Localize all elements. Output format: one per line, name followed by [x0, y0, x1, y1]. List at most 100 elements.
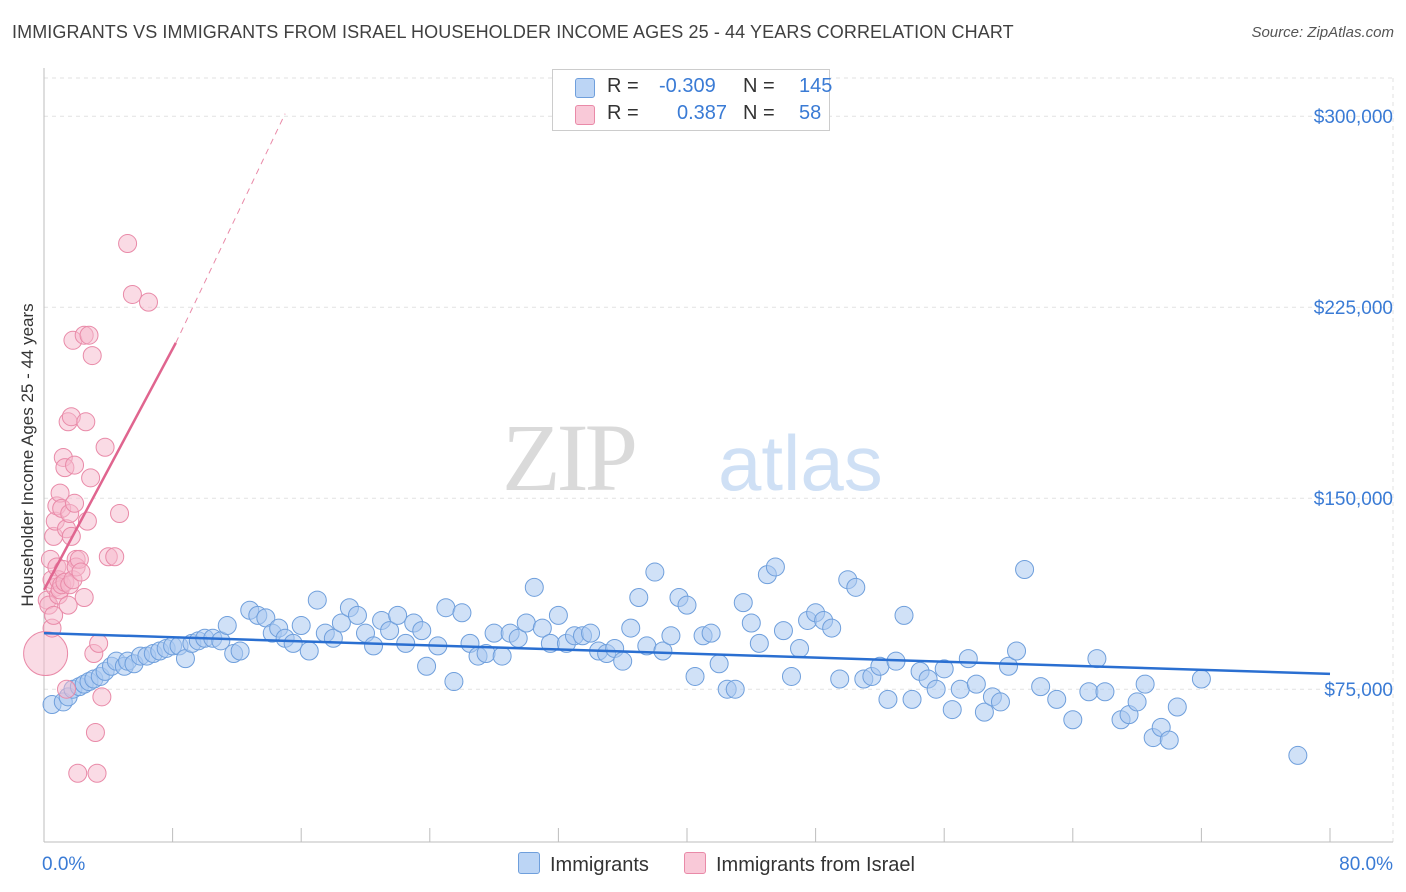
- immigrants-point: [733, 593, 753, 613]
- immigrants-point: [1007, 641, 1027, 661]
- immigrants-point: [532, 618, 552, 638]
- legend-n-label: N =: [743, 75, 775, 97]
- immigrants-point: [548, 605, 568, 625]
- legend-n-value: 145: [799, 75, 833, 97]
- immigrants-point: [581, 623, 601, 643]
- legend-swatch-blue: [575, 78, 595, 98]
- immigrants-point: [388, 605, 408, 625]
- immigrants-point: [781, 666, 801, 686]
- watermark-zip: ZIP: [502, 404, 635, 511]
- immigrants-point: [765, 557, 785, 577]
- immigrants-point: [902, 689, 922, 709]
- immigrants-point: [685, 666, 705, 686]
- immigrants-point: [230, 641, 250, 661]
- israel-point: [105, 547, 125, 567]
- legend-n-label: N =: [743, 102, 775, 124]
- immigrants-point: [364, 636, 384, 656]
- israel-point: [92, 687, 112, 707]
- israel-point: [74, 588, 94, 608]
- immigrants-point: [990, 692, 1010, 712]
- immigrants-point: [934, 659, 954, 679]
- immigrants-point: [417, 656, 437, 676]
- immigrants-point: [822, 618, 842, 638]
- immigrants-trend-line: [43, 631, 1331, 676]
- immigrants-point: [830, 669, 850, 689]
- immigrants-point: [412, 621, 432, 641]
- source-label: Source: ZipAtlas.com: [1251, 24, 1394, 41]
- israel-points: [23, 234, 158, 783]
- x-tick-labels: 0.0% 80.0%: [42, 854, 1393, 875]
- legend: R = -0.309 N = 145 R = 0.387 N = 58: [552, 69, 833, 131]
- immigrants-point: [741, 613, 761, 633]
- immigrants-point: [942, 700, 962, 720]
- israel-point: [58, 595, 78, 615]
- immigrants-point: [436, 598, 456, 618]
- legend-r-value: 0.387: [677, 102, 728, 124]
- immigrants-point: [1159, 730, 1179, 750]
- immigrants-point: [1127, 692, 1147, 712]
- bottom-legend-label: Immigrants from Israel: [716, 854, 915, 876]
- immigrants-point: [725, 679, 745, 699]
- immigrants-point: [773, 621, 793, 641]
- immigrants-point: [380, 621, 400, 641]
- immigrants-point: [524, 577, 544, 597]
- israel-trend-extension: [175, 113, 286, 344]
- immigrants-point: [331, 613, 351, 633]
- israel-point: [57, 679, 77, 699]
- immigrants-point: [347, 605, 367, 625]
- legend-r-label: R =: [607, 75, 639, 97]
- bottom-legend-label: Immigrants: [550, 854, 649, 876]
- watermark: ZIP atlas: [502, 404, 883, 511]
- israel-point: [65, 455, 85, 475]
- israel-point: [81, 468, 101, 488]
- israel-point: [110, 503, 130, 523]
- immigrants-point: [645, 562, 665, 582]
- immigrants-point: [926, 679, 946, 699]
- immigrants-point: [966, 674, 986, 694]
- israel-point: [95, 437, 115, 457]
- israel-point: [71, 562, 91, 582]
- israel-point: [65, 493, 85, 513]
- immigrants-point: [950, 679, 970, 699]
- immigrants-point: [444, 672, 464, 692]
- israel-point: [44, 605, 64, 625]
- y-tick-labels: $75,000 $150,000 $225,000 $300,000: [1314, 107, 1393, 701]
- immigrants-point: [974, 702, 994, 722]
- immigrants-point: [516, 613, 536, 633]
- bottom-legend-swatch-pink: [684, 852, 706, 874]
- israel-point: [82, 346, 102, 366]
- y-tick-label: $150,000: [1314, 489, 1393, 510]
- immigrants-point: [299, 641, 319, 661]
- immigrants-point: [613, 651, 633, 671]
- legend-r-value: -0.309: [659, 75, 716, 97]
- legend-swatch-pink: [575, 105, 595, 125]
- immigrants-point: [283, 633, 303, 653]
- immigrants-point: [653, 641, 673, 661]
- immigrants-point: [492, 646, 512, 666]
- bottom-legend-swatch-blue: [518, 852, 540, 874]
- immigrants-point: [629, 588, 649, 608]
- y-tick-label: $300,000: [1314, 107, 1393, 128]
- y-axis-label: Householder Income Ages 25 - 44 years: [18, 303, 37, 606]
- immigrants-point: [1191, 669, 1211, 689]
- immigrants-point: [291, 616, 311, 636]
- legend-r-label: R =: [607, 102, 639, 124]
- immigrants-points: [42, 557, 1308, 765]
- immigrants-point: [217, 616, 237, 636]
- immigrants-point: [677, 595, 697, 615]
- immigrants-point: [701, 623, 721, 643]
- israel-point: [23, 631, 69, 677]
- immigrants-point: [894, 605, 914, 625]
- legend-n-value: 58: [799, 102, 822, 124]
- x-tick-label-min: 0.0%: [42, 854, 85, 875]
- immigrants-point: [846, 577, 866, 597]
- x-tick-label-max: 80.0%: [1339, 854, 1393, 875]
- watermark-atlas: atlas: [718, 419, 883, 507]
- immigrants-point: [1087, 649, 1107, 669]
- immigrants-point: [878, 689, 898, 709]
- trend-lines: [42, 113, 1331, 676]
- immigrants-point: [749, 633, 769, 653]
- immigrants-point: [621, 618, 641, 638]
- axes: [43, 68, 1393, 843]
- israel-point: [89, 633, 109, 653]
